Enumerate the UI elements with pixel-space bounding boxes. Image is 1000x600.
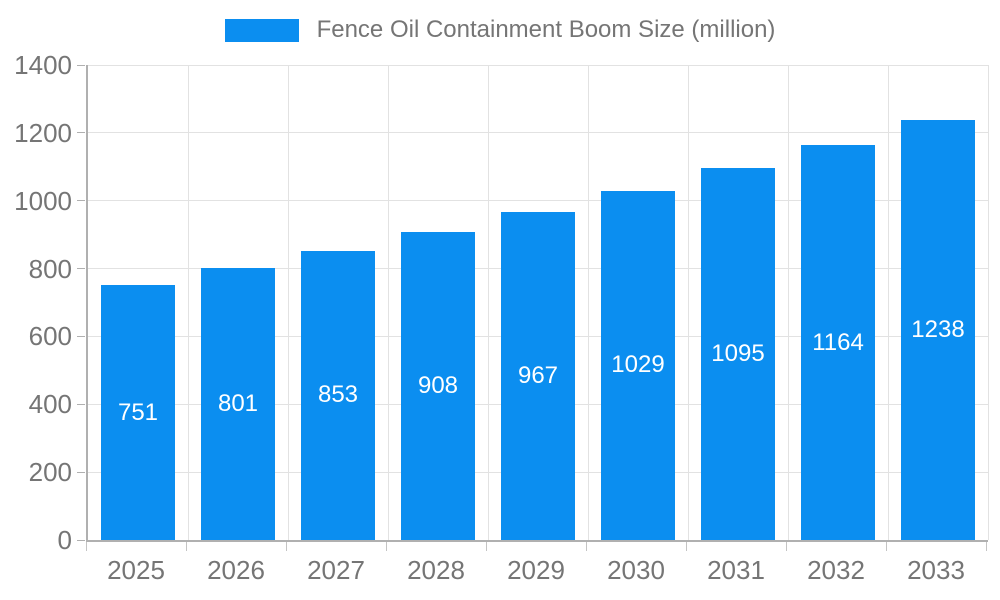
x-tick-label: 2030 (607, 555, 665, 585)
y-axis-tick (77, 200, 85, 202)
v-gridline (287, 65, 289, 540)
v-gridline (687, 65, 689, 540)
v-gridline (987, 65, 989, 540)
y-axis-tick (77, 539, 85, 541)
v-gridline (887, 65, 889, 540)
bar-value-label: 853 (317, 381, 359, 409)
h-gridline (88, 200, 988, 202)
x-tick-label: 2027 (307, 555, 365, 585)
y-axis-tick (77, 335, 85, 337)
bar-2029: 967 (501, 211, 575, 540)
v-gridline (587, 65, 589, 540)
x-tick-label: 2033 (907, 555, 965, 585)
bar-2027: 853 (301, 250, 375, 540)
bar-2028: 908 (401, 231, 475, 540)
x-tick-label: 2029 (507, 555, 565, 585)
y-tick-label: 1000 (14, 185, 72, 216)
y-tick-label: 400 (28, 389, 72, 420)
legend-label: Fence Oil Containment Boom Size (million… (316, 16, 776, 43)
bar-2025: 751 (101, 285, 175, 540)
y-axis-tick (77, 132, 85, 134)
bar-value-label: 751 (117, 398, 159, 426)
y-tick-label: 1200 (14, 117, 72, 148)
x-axis-tick (686, 542, 687, 551)
h-gridline (88, 64, 988, 66)
y-tick-label: 800 (28, 253, 72, 284)
bar-value-label: 1164 (812, 328, 864, 356)
y-tick-label: 200 (28, 457, 72, 488)
bar-2030: 1029 (601, 190, 675, 540)
y-tick-label: 600 (28, 321, 72, 352)
x-axis-tick (886, 542, 887, 551)
bar-value-label: 801 (217, 390, 259, 418)
x-axis-tick (986, 542, 987, 551)
x-axis-tick (486, 542, 487, 551)
bar-value-label: 1238 (911, 315, 965, 343)
x-tick-label: 2026 (207, 555, 265, 585)
v-gridline (187, 65, 189, 540)
legend-swatch (224, 18, 299, 42)
x-axis-tick (786, 542, 787, 551)
v-gridline (787, 65, 789, 540)
y-axis-tick (77, 403, 85, 405)
x-axis-tick (86, 542, 87, 551)
bar-2031: 1095 (701, 168, 775, 540)
y-tick-label: 1400 (14, 50, 72, 80)
x-axis-tick (386, 542, 387, 551)
x-tick-label: 2031 (707, 555, 765, 585)
v-gridline (387, 65, 389, 540)
x-tick-label: 2025 (107, 555, 165, 585)
bar-value-label: 967 (517, 361, 559, 389)
bar-value-label: 908 (417, 371, 459, 399)
bar-2026: 801 (201, 268, 275, 540)
x-axis-tick (286, 542, 287, 551)
bar-2032: 1164 (801, 145, 875, 540)
bar-value-label: 1029 (611, 351, 665, 379)
y-axis-tick (77, 268, 85, 270)
plot-area: 751 801 853 908 967 1029 1095 1164 1238 (86, 64, 989, 542)
x-axis-tick (586, 542, 587, 551)
y-axis-tick (77, 471, 85, 473)
bar-2033: 1238 (901, 119, 975, 540)
v-gridline (487, 65, 489, 540)
legend: Fence Oil Containment Boom Size (million… (0, 16, 1000, 44)
x-tick-label: 2028 (407, 555, 465, 585)
bar-value-label: 1095 (711, 340, 765, 368)
x-axis-tick (186, 542, 187, 551)
y-axis-tick (77, 64, 85, 66)
y-tick-label: 0 (57, 525, 72, 555)
h-gridline (88, 132, 988, 134)
x-tick-label: 2032 (807, 555, 865, 585)
